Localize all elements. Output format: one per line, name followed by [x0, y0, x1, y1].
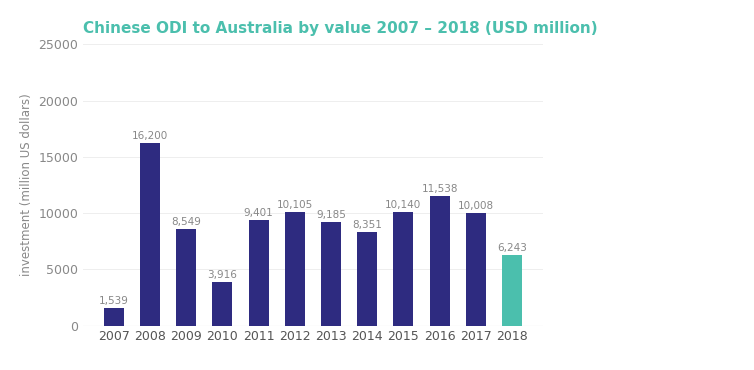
Text: 1,539: 1,539 [99, 296, 129, 306]
Bar [502, 255, 522, 326]
Bar [285, 212, 305, 326]
Bar [249, 220, 268, 326]
Text: 3,916: 3,916 [207, 269, 238, 279]
Text: 9,185: 9,185 [316, 210, 346, 220]
Y-axis label: investment (million US dollars): investment (million US dollars) [20, 94, 32, 276]
Text: 11,538: 11,538 [421, 184, 458, 194]
Bar [140, 144, 160, 326]
Text: 10,008: 10,008 [458, 201, 494, 211]
Text: 9,401: 9,401 [244, 208, 274, 218]
Bar [357, 232, 377, 326]
Bar [466, 213, 486, 326]
Bar [321, 222, 341, 326]
Text: 10,105: 10,105 [277, 200, 313, 210]
Text: 10,140: 10,140 [385, 199, 421, 209]
Bar [176, 229, 196, 326]
Bar [394, 212, 413, 326]
Text: 8,351: 8,351 [352, 220, 382, 230]
Text: 6,243: 6,243 [497, 243, 527, 253]
Bar [430, 196, 449, 326]
Bar [213, 282, 232, 326]
Text: Chinese ODI to Australia by value 2007 – 2018 (USD million): Chinese ODI to Australia by value 2007 –… [83, 21, 598, 36]
Text: 8,549: 8,549 [171, 218, 201, 228]
Text: 16,200: 16,200 [132, 131, 168, 141]
Bar [104, 308, 124, 326]
